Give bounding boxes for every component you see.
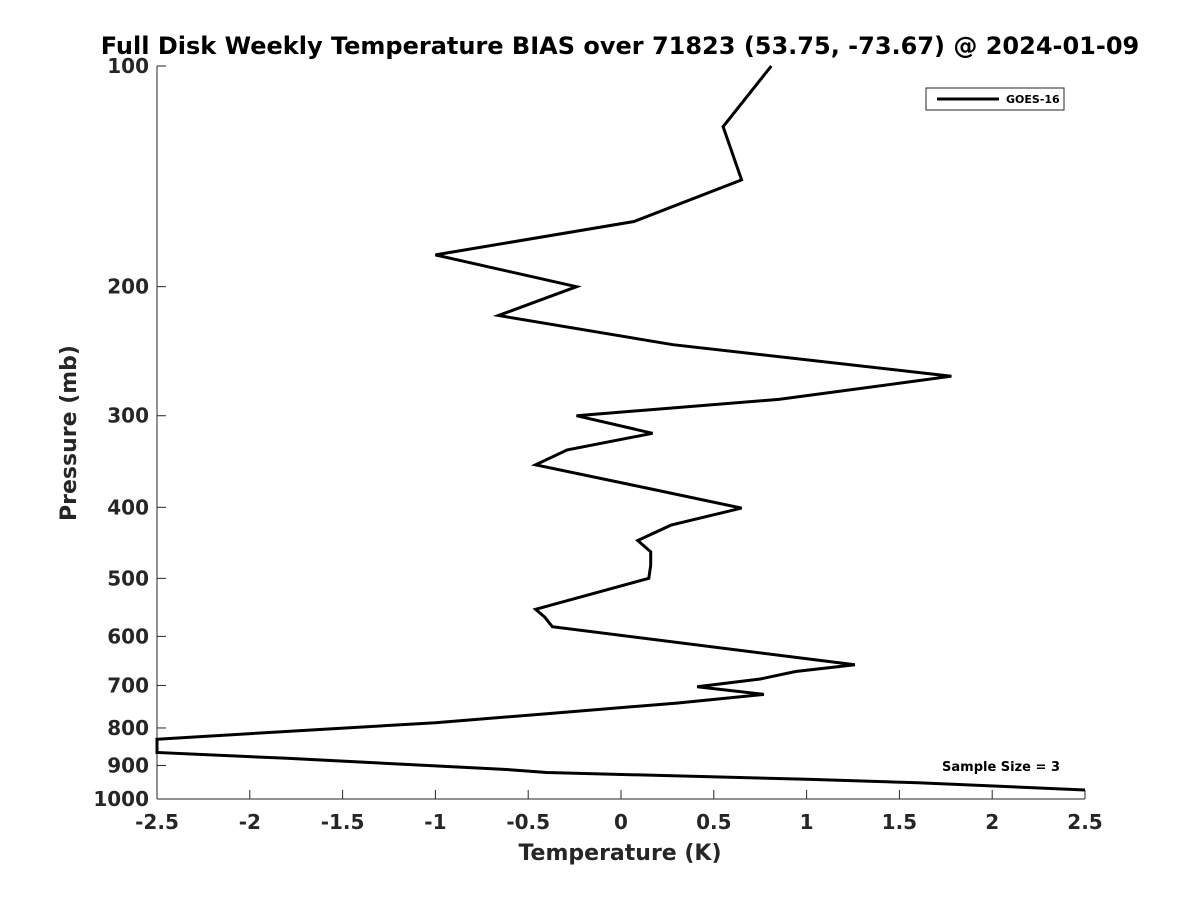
x-tick-label: -2	[239, 810, 261, 834]
y-tick-label: 800	[107, 716, 149, 740]
series-layer	[155, 65, 1086, 792]
legend-label-goes-16: GOES-16	[1006, 93, 1060, 106]
x-tick-label: 0	[614, 810, 628, 834]
x-tick-label: -2.5	[135, 810, 179, 834]
y-tick-label: 200	[107, 275, 149, 299]
x-axis-label: Temperature (K)	[518, 841, 721, 866]
y-axis-label: Pressure (mb)	[57, 345, 82, 521]
axes	[156, 66, 1085, 800]
x-tick-label: 1	[800, 810, 814, 834]
y-axis-ticks: 100 200 300 400 500 600 700 800 900 1000	[93, 54, 166, 811]
legend: GOES-16	[925, 87, 1065, 111]
y-tick-label: 600	[107, 624, 149, 648]
x-tick-label: -0.5	[506, 810, 550, 834]
y-tick-label: 400	[107, 495, 149, 519]
x-tick-label: 2	[985, 810, 999, 834]
x-tick-label: -1	[424, 810, 446, 834]
chart-title: Full Disk Weekly Temperature BIAS over 7…	[101, 32, 1140, 60]
x-tick-label: 0.5	[696, 810, 731, 834]
x-axis-ticks: -2.5 -2 -1.5 -1 -0.5 0 0.5 1 1.5 2 2.5	[135, 790, 1103, 834]
y-tick-label: 100	[107, 54, 149, 78]
x-tick-label: 1.5	[882, 810, 917, 834]
x-tick-label: 2.5	[1067, 810, 1102, 834]
x-tick-label: -1.5	[321, 810, 365, 834]
series-line-goes-16	[155, 65, 1086, 792]
y-tick-label: 500	[107, 566, 149, 590]
y-tick-label: 700	[107, 673, 149, 697]
y-tick-label: 900	[107, 753, 149, 777]
y-tick-label: 1000	[93, 787, 149, 811]
sample-size-annotation: Sample Size = 3	[942, 760, 1060, 775]
y-tick-label: 300	[107, 404, 149, 428]
